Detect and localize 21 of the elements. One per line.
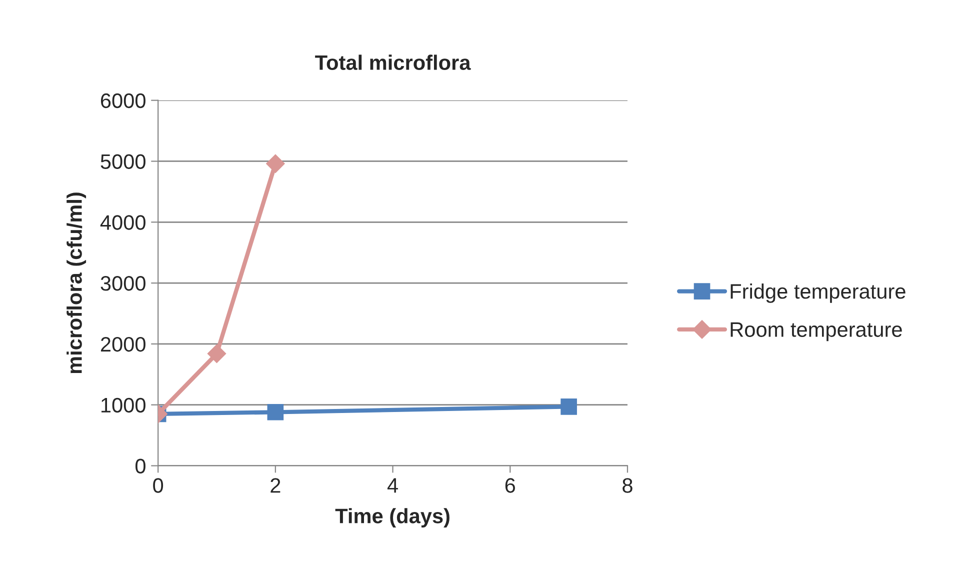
- y-tick-label: 2000: [100, 336, 146, 352]
- legend-label: Room temperature: [730, 322, 902, 342]
- point: [267, 404, 284, 420]
- y-tick-label: 6000: [100, 93, 146, 108]
- y-tick-label: 3000: [100, 276, 146, 291]
- x-tick-label: 2: [270, 478, 280, 493]
- point: [266, 154, 285, 174]
- y-tick-label: 5000: [100, 154, 146, 169]
- chart-title: Total microflora: [315, 54, 471, 70]
- y-tick-label: 0: [135, 458, 146, 474]
- x-tick-label: 8: [622, 478, 632, 493]
- x-tick-label: 4: [387, 478, 398, 493]
- x-tick-label: 0: [153, 478, 164, 493]
- x-tick-label: 6: [505, 478, 516, 493]
- x-axis-title: Time (days): [335, 508, 450, 528]
- y-tick-label: 1000: [102, 398, 146, 413]
- point: [560, 398, 577, 415]
- y-axis-title: microflora (cfu/ml): [66, 192, 86, 374]
- y-tick-label: 4000: [100, 215, 146, 230]
- point: [207, 344, 226, 364]
- legend-label: Fridge temperature: [730, 283, 906, 303]
